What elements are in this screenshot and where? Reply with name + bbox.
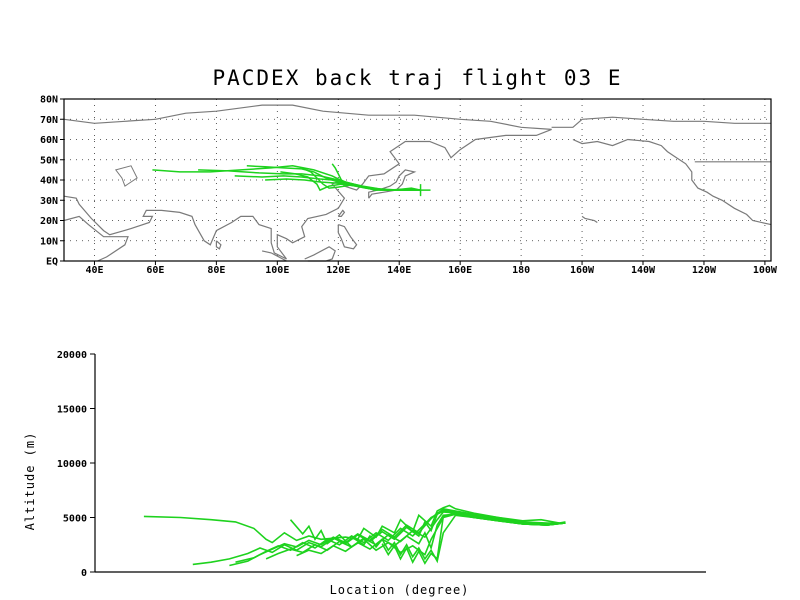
map-lon-tick-label: 40E <box>85 265 103 276</box>
map-lat-tick-label: EQ <box>46 257 58 268</box>
altitude-y-tick-label: 5000 <box>63 514 87 525</box>
map-lon-tick-label: 120W <box>692 265 717 276</box>
altitude-y-tick-label: 10000 <box>57 459 87 470</box>
altitude-trace <box>351 514 566 564</box>
coastline <box>215 240 222 250</box>
altitude-trace <box>192 507 566 566</box>
map-lat-tick-label: 40N <box>40 176 58 187</box>
map-lon-tick-label: 140W <box>631 265 656 276</box>
altitude-y-tick-label: 15000 <box>57 405 87 416</box>
altitude-y-tick-label: 0 <box>81 568 87 579</box>
map-lon-tick-label: 100E <box>265 265 289 276</box>
map-lon-tick-label: 160E <box>448 265 472 276</box>
map-lat-tick-label: 50N <box>40 155 58 166</box>
map-lon-tick-label: 100W <box>753 265 778 276</box>
map-lat-tick-label: 30N <box>40 196 58 207</box>
trajectory-line <box>152 165 421 191</box>
trajectory-line <box>246 165 421 191</box>
altitude-y-axis-label: Altitude (m) <box>23 432 37 531</box>
coastline <box>337 224 358 250</box>
coastline <box>337 209 346 217</box>
coastline <box>551 116 771 128</box>
map-lon-tick-label: 160W <box>570 265 595 276</box>
map-lon-tick-label: 80E <box>207 265 225 276</box>
map-lon-tick-label: 180 <box>512 265 530 276</box>
map-lon-tick-label: 120E <box>326 265 350 276</box>
coastline <box>572 138 772 226</box>
altitude-panel: 0 5000 10000 15000 20000 Altitude (m) Location… <box>23 350 706 597</box>
map-lat-tick-label: 80N <box>40 95 58 106</box>
map-lat-tick-label: 60N <box>40 135 58 146</box>
coastline <box>368 169 417 199</box>
coastline <box>63 104 552 260</box>
map-lon-tick-label: 60E <box>146 265 164 276</box>
map-lat-tick-label: 10N <box>40 236 58 247</box>
caspian-sea <box>114 165 138 187</box>
map-title: PACDEX back traj flight 03 E <box>212 66 623 90</box>
coastline <box>63 215 129 262</box>
map-lat-tick-label: 70N <box>40 115 58 126</box>
coastline <box>581 215 598 223</box>
map-panel: 40E 60E 80E 100E 120E 140E 160E 180 160W 140W 120W… <box>40 95 778 277</box>
altitude-y-tick-label: 20000 <box>57 350 87 361</box>
coastline <box>304 246 336 262</box>
altitude-trace <box>229 509 566 567</box>
map-lon-tick-label: 140E <box>387 265 411 276</box>
altitude-x-axis-label: Location (degree) <box>330 583 470 597</box>
altitude-trace <box>381 512 566 565</box>
map-lat-tick-label: 20N <box>40 216 58 227</box>
